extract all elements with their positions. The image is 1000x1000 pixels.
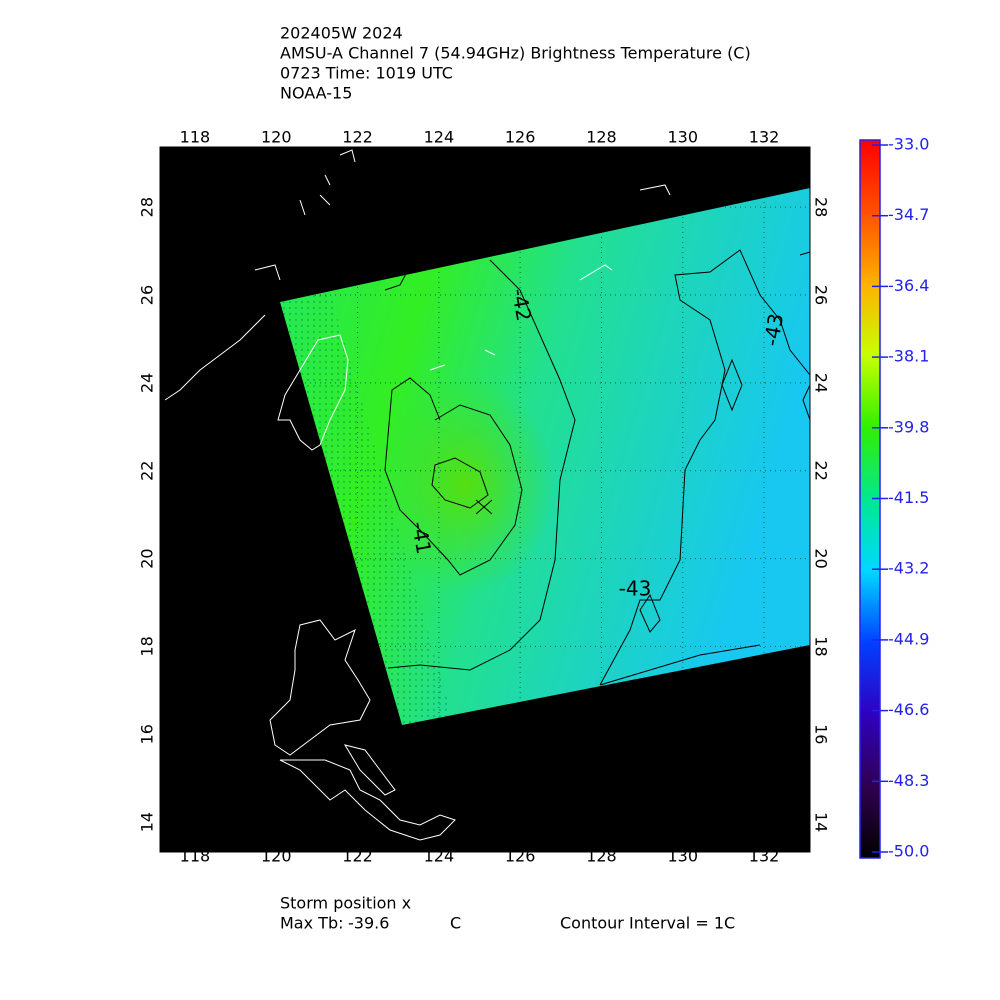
- contour: [599, 249, 811, 686]
- y-tick-label-right: 14: [812, 812, 831, 832]
- swath: [280, 188, 810, 725]
- title-line: 202405W 2024: [280, 24, 403, 43]
- x-tick-label-bottom: 120: [261, 847, 292, 866]
- colorbar-tick-label: -44.9: [888, 629, 929, 648]
- y-tick-label-right: 26: [812, 285, 831, 305]
- x-tick-label-bottom: 132: [749, 847, 780, 866]
- y-tick-label-left: 14: [138, 812, 157, 832]
- y-tick-label-right: 22: [812, 461, 831, 481]
- y-tick-label-left: 22: [138, 461, 157, 481]
- coast: [277, 334, 349, 451]
- coastlines: [164, 149, 671, 841]
- max-tb: -39.6: [348, 914, 389, 933]
- colorbar-tick-label: -41.5: [888, 488, 929, 507]
- contour-label: -43: [619, 577, 652, 601]
- x-tick-label-top: 130: [667, 128, 698, 147]
- colorbar-tick-label: -39.8: [888, 417, 929, 436]
- contour: [384, 259, 576, 671]
- x-tick-label-bottom: 122: [342, 847, 373, 866]
- storm-position: Storm position x: [280, 894, 411, 913]
- contour-label: -41: [407, 520, 436, 556]
- y-tick-label-left: 20: [138, 548, 157, 568]
- x-tick-label-top: 132: [749, 128, 780, 147]
- x-tick-label-bottom: 118: [180, 847, 211, 866]
- warm-core: [375, 375, 555, 595]
- max-tb-label: Max Tb:: [280, 914, 343, 933]
- limb-hatch: [280, 292, 452, 725]
- y-tick-label-left: 24: [138, 373, 157, 393]
- x-tick-label-top: 120: [261, 128, 292, 147]
- y-tick-label-right: 20: [812, 548, 831, 568]
- y-tick-label-right: 28: [812, 197, 831, 217]
- colorbar-tick-label: -43.2: [888, 559, 929, 578]
- max-tb-unit: C: [450, 914, 461, 933]
- contour-interval: Contour Interval = 1C: [560, 914, 735, 933]
- title-line: NOAA-15: [280, 84, 352, 103]
- y-tick-label-right: 16: [812, 724, 831, 744]
- contour-label: -42: [507, 287, 536, 323]
- colorbar-tick-label: -34.7: [888, 205, 929, 224]
- y-tick-label-right: 18: [812, 636, 831, 656]
- x-tick-label-bottom: 124: [424, 847, 455, 866]
- colorbar-tick-label: -46.6: [888, 700, 929, 719]
- colorbar-tick-label: -33.0: [888, 135, 929, 154]
- x-tick-label-top: 118: [180, 128, 211, 147]
- contour: [431, 457, 489, 509]
- x-tick-label-bottom: 128: [586, 847, 617, 866]
- y-tick-label-left: 16: [138, 724, 157, 744]
- storm-marker: [475, 499, 493, 515]
- contour: [384, 377, 523, 576]
- colorbar-tick-label: -48.3: [888, 771, 929, 790]
- colorbar: -33.0 -34.7 -36.4 -38.1 -39.8 -41.5 -43.2 -44.9…: [859, 135, 929, 861]
- x-tick-label-top: 128: [586, 128, 617, 147]
- y-tick-label-left: 26: [138, 285, 157, 305]
- x-tick-label-bottom: 130: [667, 847, 698, 866]
- title-line: 0723 Time: 1019 UTC: [280, 64, 453, 83]
- y-tick-label-left: 28: [138, 197, 157, 217]
- y-tick-label-right: 24: [812, 373, 831, 393]
- x-tick-label-bottom: 126: [505, 847, 536, 866]
- colorbar-tick-label: -50.0: [888, 842, 929, 861]
- colorbar-tick-label: -36.4: [888, 276, 929, 295]
- x-tick-label-top: 124: [424, 128, 455, 147]
- y-tick-label-left: 18: [138, 636, 157, 656]
- title-line: AMSU-A Channel 7 (54.94GHz) Brightness T…: [280, 44, 751, 63]
- x-tick-label-top: 126: [505, 128, 536, 147]
- contour-label: -43: [759, 312, 788, 348]
- map-frame: [159, 146, 811, 853]
- coast: [269, 619, 456, 841]
- colorbar-tick-label: -38.1: [888, 347, 929, 366]
- coast: [164, 149, 671, 401]
- contour: [599, 251, 811, 686]
- contours: [384, 249, 811, 686]
- x-tick-label-top: 122: [342, 128, 373, 147]
